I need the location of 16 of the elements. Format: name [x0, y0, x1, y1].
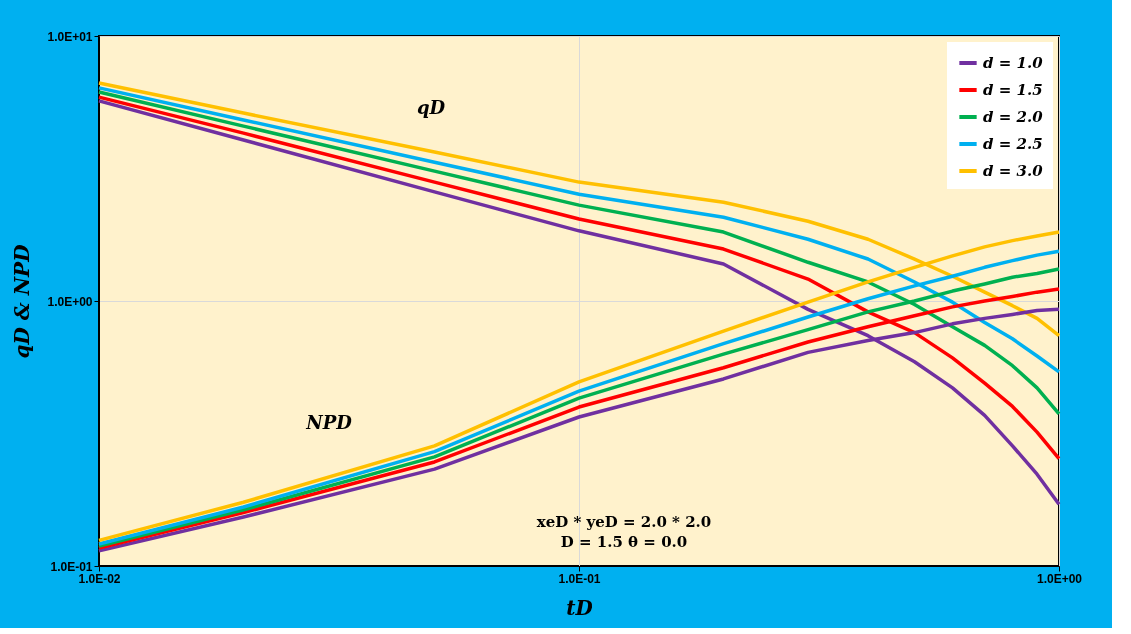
x-tick-label: 1.0E+00	[1036, 571, 1083, 586]
legend-label: d = 1.0	[983, 54, 1044, 72]
y-axis-title: qD & NPD	[10, 243, 35, 359]
y-tick-label: 1.0E+01	[47, 29, 93, 44]
legend-label: d = 3.0	[983, 162, 1044, 180]
x-axis-title: tD	[566, 595, 594, 620]
legend-label: d = 1.5	[983, 81, 1043, 99]
legend-label: d = 2.0	[983, 108, 1044, 126]
y-tick-label: 1.0E-01	[50, 559, 93, 574]
legend-label: d = 2.5	[983, 135, 1043, 153]
x-tick-label: 1.0E-02	[78, 571, 121, 586]
annotation: qD	[416, 97, 446, 118]
annotation: NPD	[305, 412, 353, 433]
annotation: xeD * yeD = 2.0 * 2.0 D = 1.5 θ = 0.0	[536, 513, 712, 551]
y-tick-label: 1.0E+00	[47, 294, 93, 309]
x-tick-label: 1.0E-01	[558, 571, 601, 586]
